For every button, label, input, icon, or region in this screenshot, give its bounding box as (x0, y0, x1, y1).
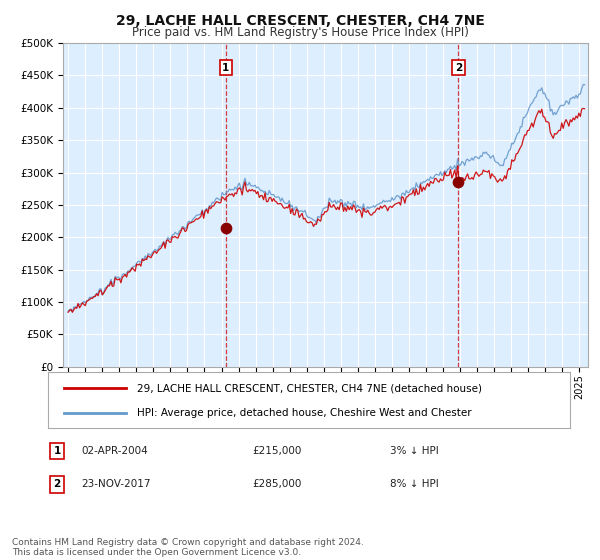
Text: 1: 1 (53, 446, 61, 456)
Text: 2: 2 (53, 479, 61, 489)
Text: Price paid vs. HM Land Registry's House Price Index (HPI): Price paid vs. HM Land Registry's House … (131, 26, 469, 39)
Text: 02-APR-2004: 02-APR-2004 (81, 446, 148, 456)
Text: 8% ↓ HPI: 8% ↓ HPI (390, 479, 439, 489)
Text: £215,000: £215,000 (252, 446, 301, 456)
Text: 1: 1 (222, 63, 229, 73)
Text: 2: 2 (455, 63, 462, 73)
Text: 23-NOV-2017: 23-NOV-2017 (81, 479, 151, 489)
Text: 3% ↓ HPI: 3% ↓ HPI (390, 446, 439, 456)
Point (454, 178, 463, 187)
Text: £285,000: £285,000 (252, 479, 301, 489)
Text: 29, LACHE HALL CRESCENT, CHESTER, CH4 7NE (detached house): 29, LACHE HALL CRESCENT, CHESTER, CH4 7N… (137, 383, 482, 393)
Point (221, 223, 230, 232)
Text: HPI: Average price, detached house, Cheshire West and Chester: HPI: Average price, detached house, Ches… (137, 408, 472, 418)
Text: Contains HM Land Registry data © Crown copyright and database right 2024.
This d: Contains HM Land Registry data © Crown c… (12, 538, 364, 557)
Text: 29, LACHE HALL CRESCENT, CHESTER, CH4 7NE: 29, LACHE HALL CRESCENT, CHESTER, CH4 7N… (116, 14, 484, 28)
